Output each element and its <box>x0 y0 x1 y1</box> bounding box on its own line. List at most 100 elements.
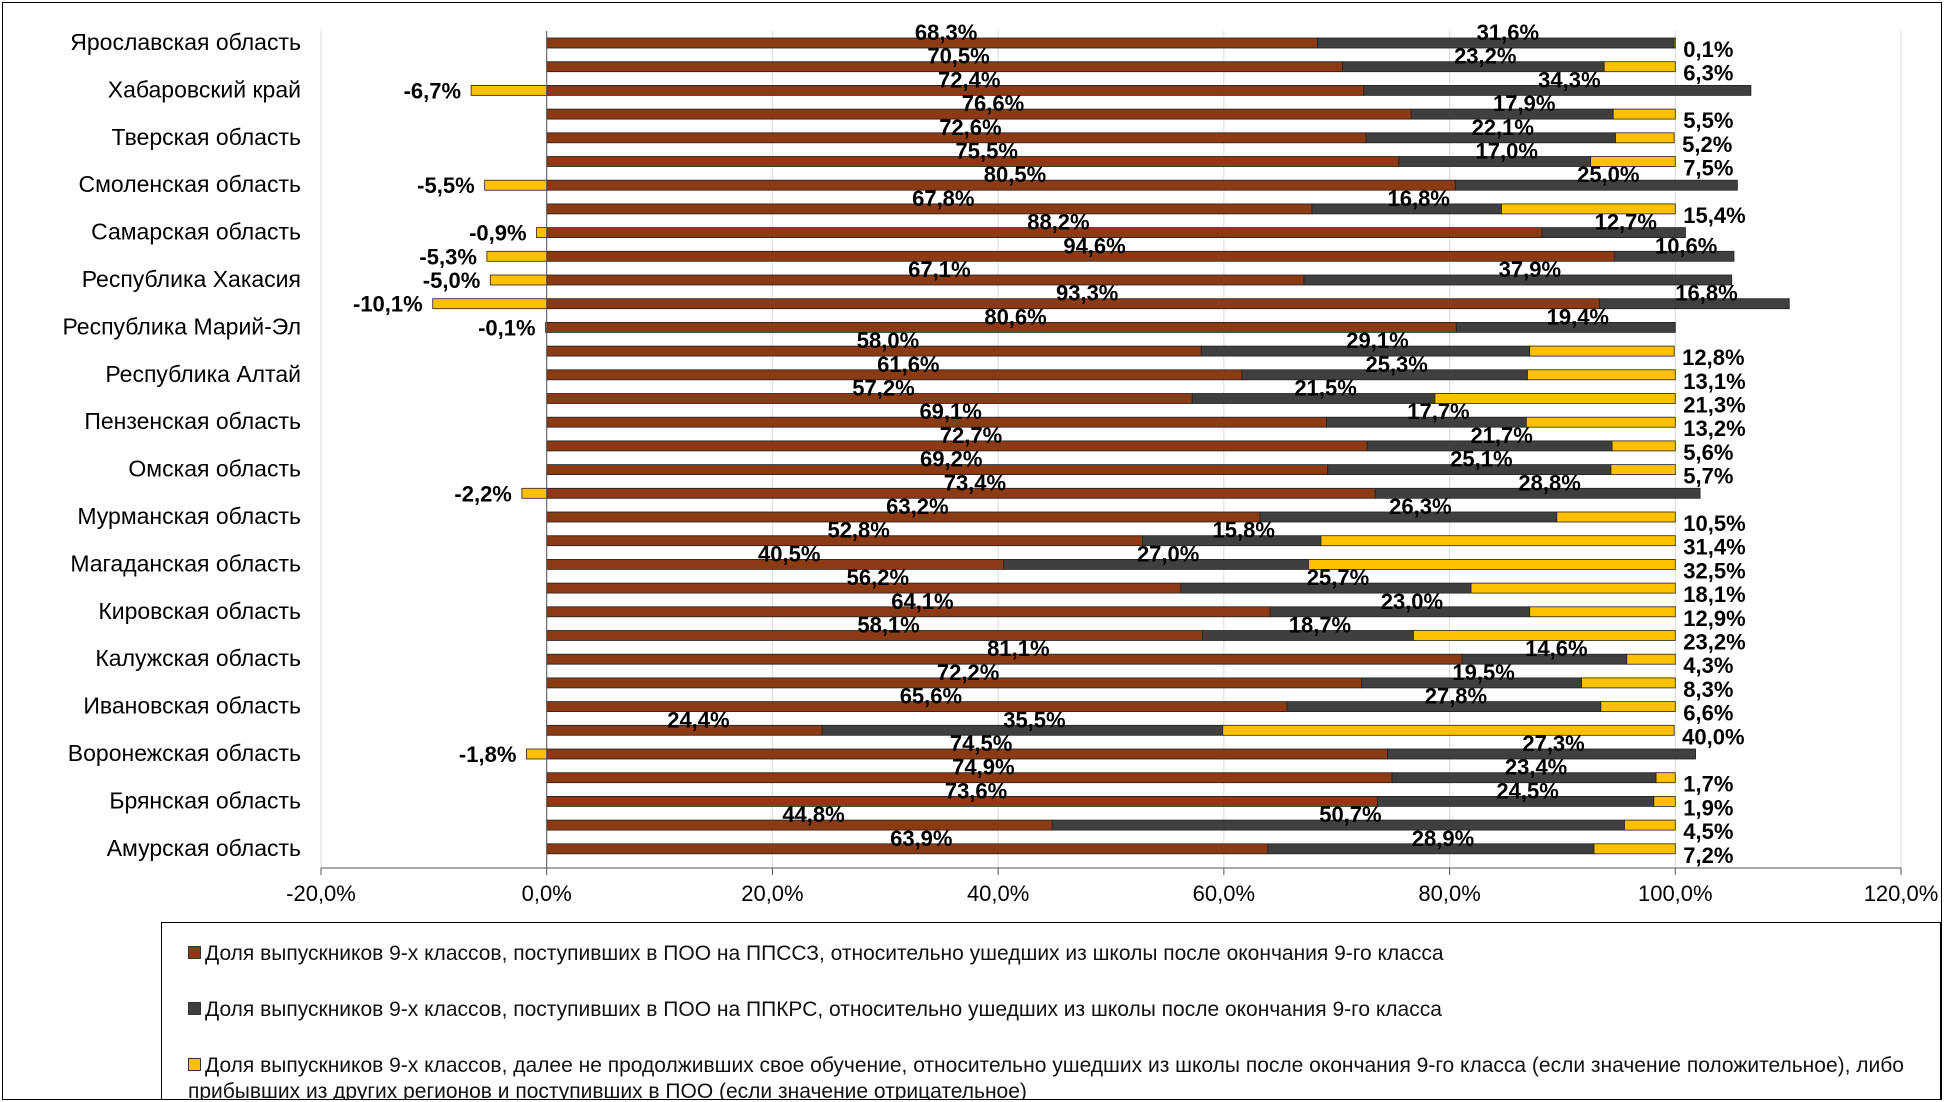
bar-not-continued <box>1527 369 1676 381</box>
data-label-ppssz: 68,3% <box>915 20 977 45</box>
bar-not-continued <box>1655 772 1676 784</box>
data-label-not-continued: 21,3% <box>1683 393 1745 418</box>
data-label-ppkrs: 50,7% <box>1319 802 1381 827</box>
x-tick-label: 0,0% <box>522 881 572 906</box>
data-label-ppkrs: 17,7% <box>1407 399 1469 424</box>
bar-not-continued <box>1653 796 1676 807</box>
bar-not-continued <box>1470 582 1676 594</box>
chart-canvas: Ярославская область Хабаровский край Тверс… <box>62 20 1938 906</box>
data-label-not-continued: -5,3% <box>419 244 476 269</box>
data-label-ppssz: 73,4% <box>944 470 1006 495</box>
legend-swatch-not-continued <box>188 1058 201 1071</box>
region-label: Ивановская область <box>83 693 301 719</box>
bar-not-continued <box>1593 843 1676 855</box>
region-label: Калужская область <box>95 645 301 671</box>
data-label-ppkrs: 24,5% <box>1496 778 1558 803</box>
bar-not-continued <box>1501 203 1676 215</box>
data-label-ppkrs: 37,9% <box>1499 257 1561 282</box>
bar-ppkrs <box>1541 227 1686 239</box>
data-label-ppkrs: 35,5% <box>1003 707 1065 732</box>
data-label-not-continued: 6,3% <box>1683 61 1733 86</box>
data-label-ppkrs: 21,5% <box>1294 376 1356 401</box>
data-label-not-continued: 4,3% <box>1683 653 1733 678</box>
data-label-not-continued: 5,7% <box>1683 464 1733 489</box>
data-label-ppssz: 76,6% <box>962 91 1024 116</box>
bar-ppkrs <box>1455 321 1676 333</box>
data-label-not-continued: 5,5% <box>1683 108 1733 133</box>
x-tick-label: 100,0% <box>1638 881 1713 906</box>
data-label-ppkrs: 16,8% <box>1387 186 1449 211</box>
bar-ppkrs <box>1303 274 1733 286</box>
bar-not-continued <box>1612 108 1676 120</box>
data-label-ppkrs: 28,9% <box>1412 826 1474 851</box>
data-label-not-continued: -10,1% <box>353 292 423 317</box>
data-label-not-continued: 1,9% <box>1683 795 1733 820</box>
data-label-ppssz: 24,4% <box>667 707 729 732</box>
bar-not-continued <box>486 250 548 262</box>
data-label-ppkrs: 25,1% <box>1450 447 1512 472</box>
bar-not-continued <box>1222 724 1675 736</box>
data-label-ppssz: 73,6% <box>945 778 1007 803</box>
data-label-ppssz: 40,5% <box>758 541 820 566</box>
bar-not-continued <box>1529 606 1676 618</box>
data-label-ppssz: 72,6% <box>939 115 1001 140</box>
bar-not-continued <box>1434 393 1676 404</box>
legend-item-not-continued: Доля выпускников 9-х классов, далее не п… <box>188 1053 1908 1099</box>
data-label-ppssz: 94,6% <box>1063 233 1125 258</box>
bar-not-continued <box>1556 511 1676 523</box>
data-label-not-continued: 40,0% <box>1682 724 1744 749</box>
data-label-ppssz: 88,2% <box>1027 210 1089 235</box>
bar-not-continued <box>1581 677 1676 689</box>
bar-not-continued <box>1626 653 1676 665</box>
region-label: Хабаровский край <box>108 76 301 102</box>
data-label-not-continued: 13,1% <box>1683 369 1745 394</box>
data-label-ppssz: 56,2% <box>847 565 909 590</box>
x-tick-label: -20,0% <box>286 881 356 906</box>
data-label-ppssz: 70,5% <box>927 44 989 69</box>
legend-swatch-ppkrs <box>188 1002 201 1015</box>
region-label: Республика Хакасия <box>82 266 301 292</box>
bar-not-continued <box>1413 630 1676 641</box>
bar-ppkrs <box>1374 487 1701 499</box>
legend-label-ppssz: Доля выпускников 9-х классов, поступивши… <box>205 942 1444 965</box>
data-label-ppssz: 80,6% <box>984 304 1046 329</box>
data-label-ppkrs: 21,7% <box>1470 423 1532 448</box>
bar-not-continued <box>1603 61 1676 73</box>
bar-not-continued <box>1610 464 1676 476</box>
legend-label-ppkrs: Доля выпускников 9-х классов, поступивши… <box>205 998 1442 1021</box>
data-label-ppkrs: 27,0% <box>1137 541 1199 566</box>
data-label-not-continued: 12,9% <box>1683 606 1745 631</box>
data-label-ppkrs: 17,9% <box>1493 91 1555 116</box>
data-label-ppssz: 63,9% <box>890 826 952 851</box>
data-label-not-continued: 12,8% <box>1682 345 1744 370</box>
bar-ppkrs <box>1599 298 1790 310</box>
bar-not-continued <box>470 85 548 96</box>
data-label-ppkrs: 23,2% <box>1454 44 1516 69</box>
region-label: Брянская область <box>109 787 301 813</box>
x-tick-label: 20,0% <box>741 881 803 906</box>
bar-not-continued <box>1529 345 1675 357</box>
data-label-ppssz: 80,5% <box>984 162 1046 187</box>
bar-not-continued <box>1615 132 1675 144</box>
data-label-ppssz: 93,3% <box>1056 281 1118 306</box>
bar-not-continued <box>536 227 548 239</box>
data-label-ppssz: 72,2% <box>937 660 999 685</box>
bar-not-continued <box>1525 416 1676 428</box>
bar-not-continued <box>1600 701 1676 712</box>
bar-not-continued <box>1590 156 1676 167</box>
data-label-ppssz: 69,1% <box>919 399 981 424</box>
data-label-not-continued: 5,6% <box>1683 440 1733 465</box>
data-label-ppkrs: 25,0% <box>1577 162 1639 187</box>
data-label-ppkrs: 18,7% <box>1289 613 1351 638</box>
region-label: Кировская область <box>98 598 301 624</box>
data-label-ppkrs: 16,8% <box>1675 281 1737 306</box>
data-label-ppssz: 69,2% <box>920 447 982 472</box>
data-label-not-continued: -5,5% <box>417 173 474 198</box>
region-label: Амурская область <box>107 835 301 861</box>
data-label-ppkrs: 23,4% <box>1505 755 1567 780</box>
data-label-ppssz: 65,6% <box>900 684 962 709</box>
data-label-not-continued: -6,7% <box>404 78 461 103</box>
data-label-not-continued: -0,9% <box>469 221 526 246</box>
legend: Доля выпускников 9-х классов, поступивши… <box>161 922 1941 1099</box>
